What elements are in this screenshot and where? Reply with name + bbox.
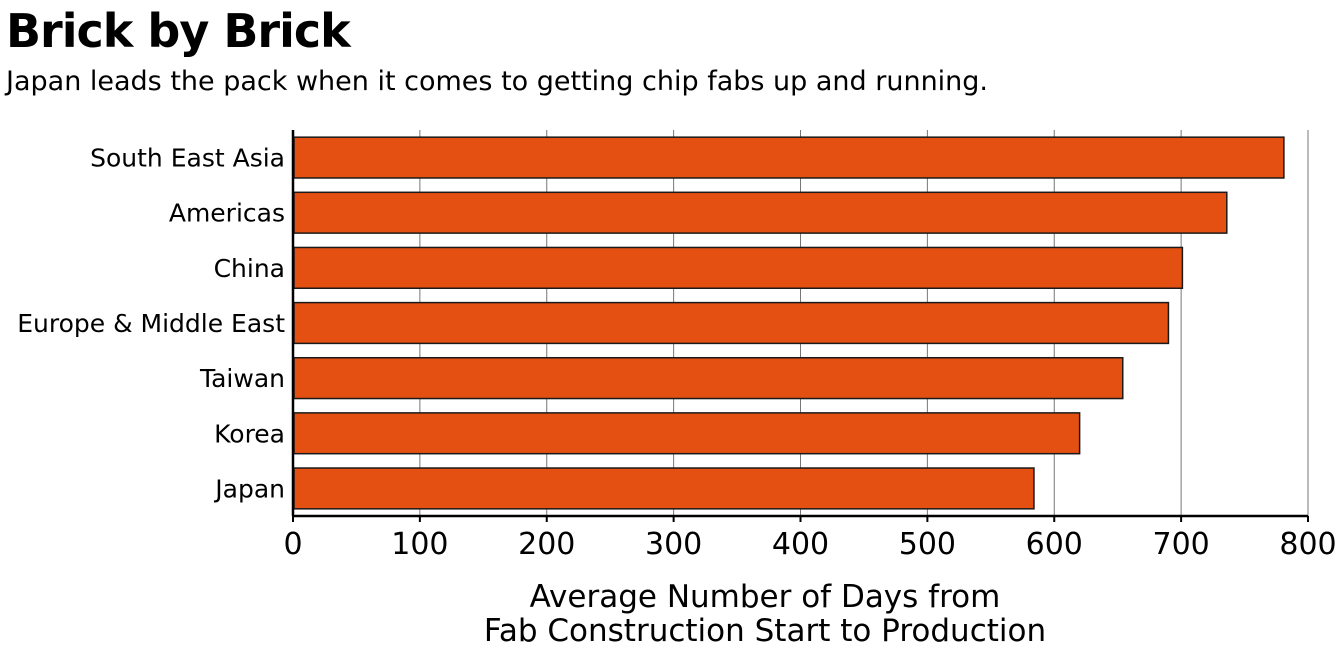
chart-title: Brick by Brick <box>6 4 351 58</box>
category-label: Americas <box>169 199 285 228</box>
category-labels: South East Asia Americas China Europe & Mid… <box>17 144 285 504</box>
x-axis-title-line-2: Fab Construction Start to Production <box>484 613 1046 649</box>
bar-japan <box>293 467 1035 510</box>
category-label: Korea <box>214 419 285 448</box>
x-axis-title-line-1: Average Number of Days from <box>530 579 1001 615</box>
x-tick-label: 600 <box>1026 527 1083 562</box>
x-tick-label: 0 <box>283 527 302 562</box>
bar-korea <box>293 412 1081 455</box>
chart-subtitle: Japan leads the pack when it comes to ge… <box>6 66 989 97</box>
category-label: Europe & Middle East <box>17 309 285 338</box>
x-tick-label: 800 <box>1279 527 1336 562</box>
category-label: China <box>214 254 285 283</box>
bar-americas <box>293 191 1228 234</box>
x-tick-label: 300 <box>645 527 702 562</box>
category-label: Japan <box>213 474 285 503</box>
x-tick-label: 500 <box>899 527 956 562</box>
x-tick-label: 100 <box>391 527 448 562</box>
bar-taiwan <box>293 356 1124 400</box>
bar-south-east-asia <box>293 136 1285 179</box>
x-tick-label: 700 <box>1152 527 1209 562</box>
x-tick-label: 400 <box>772 527 829 562</box>
category-label: South East Asia <box>90 144 285 173</box>
bar-china <box>293 246 1184 290</box>
category-label: Taiwan <box>199 364 285 393</box>
bars <box>293 136 1285 510</box>
x-tick-label: 200 <box>518 527 575 562</box>
bar-europe-middle-east <box>293 301 1170 345</box>
tick-labels: 0 100 200 300 400 500 600 700 800 <box>283 516 1337 562</box>
